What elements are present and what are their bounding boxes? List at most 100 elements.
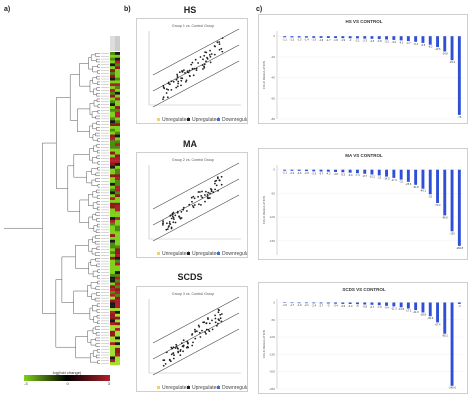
heatmap-cell [115,339,120,343]
heatmap-cell [115,71,120,75]
heatmap-grid [110,36,120,366]
bar-chart-bar [414,36,418,42]
bar-chart-value-label: -8.2 [428,45,433,49]
dendrogram-branch [97,161,100,165]
scatter-point [218,319,221,322]
scatter-point [164,363,167,365]
scatter-point [217,177,219,180]
bar-chart-bar [457,36,461,115]
scatter-point [219,313,222,316]
scatter-legend-label: Unregulated [162,117,189,123]
scatter-point [176,347,179,349]
scatter-point [166,96,169,99]
scatter-legend-swatch [157,118,160,121]
dendrogram-heatmap [4,36,120,366]
bar-chart-value-label: -14.8 [442,52,448,56]
bar-chart-bar [290,169,294,171]
scatter-point [172,352,175,354]
bar-chart-value-label: -10.2 [369,175,375,179]
scatter-point [204,200,206,203]
heatmap-cell [115,248,120,252]
scatter-point [187,346,190,349]
heatmap-cell [115,205,120,209]
bar-chart-value-label: -2.1 [282,171,287,175]
scatter-point [168,221,171,223]
bar-chart-value-label: -1.3 [297,38,302,42]
scatter-point [210,190,213,193]
bar-chart-bar [356,169,359,174]
heatmap-cell [115,100,120,104]
dendrogram-branch [95,332,100,336]
scatter-point [200,204,202,206]
bar-chart-tick-label: -60 [271,96,276,100]
heatmap-cell [115,236,120,240]
scatter-point [170,217,173,220]
scatter-point [174,221,177,224]
heatmap-cell [110,174,115,178]
scatter-plot-scds: Group 3 vs. Control Group Unregulated Upre… [136,286,248,392]
scatter-point [199,56,202,58]
bar-chart-bar [305,169,308,172]
dendrogram-branch [92,65,98,73]
scatter-point [175,345,178,348]
heatmap-cell [115,86,120,90]
heatmap-cell [110,100,115,104]
bar-chart-value-label: -2.1 [304,303,309,307]
scatter-point [191,344,194,347]
scatter-point [180,79,183,82]
scatter-point [216,324,218,327]
bar-chart-bar [326,169,330,172]
dendrogram-branch [96,127,100,131]
scatter-point [179,354,182,356]
heatmap-cell [110,308,115,312]
scatter-point [218,179,221,182]
dendrogram-branch [96,98,100,103]
dendrogram-branch [92,122,97,130]
scatter-point [186,340,189,343]
scatter-guide-line [152,328,240,376]
heatmap-cell [115,77,120,81]
heatmap-cell [110,325,115,329]
heatmap-cell [115,148,120,152]
dendrogram-branch [88,57,93,70]
heatmap-cell [115,259,120,263]
heatmap-cell [110,328,115,332]
heatmap-cell [110,288,115,292]
heatmap-cell [115,180,120,184]
dendrogram-branch [96,155,100,159]
scatter-point [194,58,197,61]
heatmap-cell [115,217,120,221]
heatmap-cell [110,202,115,206]
dendrogram-branch [97,166,100,171]
scatter-point [192,195,195,198]
heatmap-cell [115,319,120,323]
bar-chart-bar [312,169,316,172]
heatmap-cell [115,276,120,280]
scatter-point [221,37,224,39]
scatter-point [214,180,216,183]
scatter-point [195,69,198,71]
scatter-point [202,58,204,61]
scatter-point [166,228,169,230]
heatmap-cell [115,288,120,292]
bar-chart-bar [392,302,396,307]
scatter-point [181,77,184,80]
dendrogram-branch [95,178,100,182]
scatter-point [172,346,175,349]
dendrogram-branch [97,64,100,68]
dendrogram-branch [90,282,98,289]
heatmap-cell [110,57,115,61]
dendrogram-branch [96,263,100,268]
dendrogram-branch [95,343,100,347]
dendrogram-branch [96,189,100,194]
dendrogram-branch [86,171,92,184]
scatter-point [218,43,221,45]
scatter-point [165,88,168,90]
scatter-title-hs: HS [183,5,197,15]
heatmap-cell [115,97,120,101]
scatter-point [171,213,174,216]
bar-chart-bar [443,302,447,334]
heatmap-cell [110,137,115,141]
heatmap-cell [115,268,120,272]
bar-chart-tick-label: -80 [271,117,276,121]
